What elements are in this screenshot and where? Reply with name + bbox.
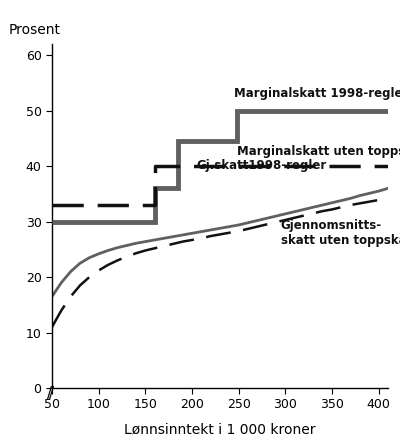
Text: /: /	[47, 386, 52, 401]
Text: Prosent: Prosent	[8, 23, 60, 37]
Text: Gj.skatt1998-regler: Gj.skatt1998-regler	[197, 159, 327, 172]
Text: Marginalskatt 1998-regler: Marginalskatt 1998-regler	[234, 86, 400, 100]
X-axis label: Lønnsinntekt i 1 000 kroner: Lønnsinntekt i 1 000 kroner	[124, 422, 316, 437]
Text: /: /	[49, 386, 54, 401]
Text: Marginalskatt uten toppskatt: Marginalskatt uten toppskatt	[237, 145, 400, 158]
Text: Gjennomsnitts-
skatt uten toppskatt: Gjennomsnitts- skatt uten toppskatt	[281, 219, 400, 247]
